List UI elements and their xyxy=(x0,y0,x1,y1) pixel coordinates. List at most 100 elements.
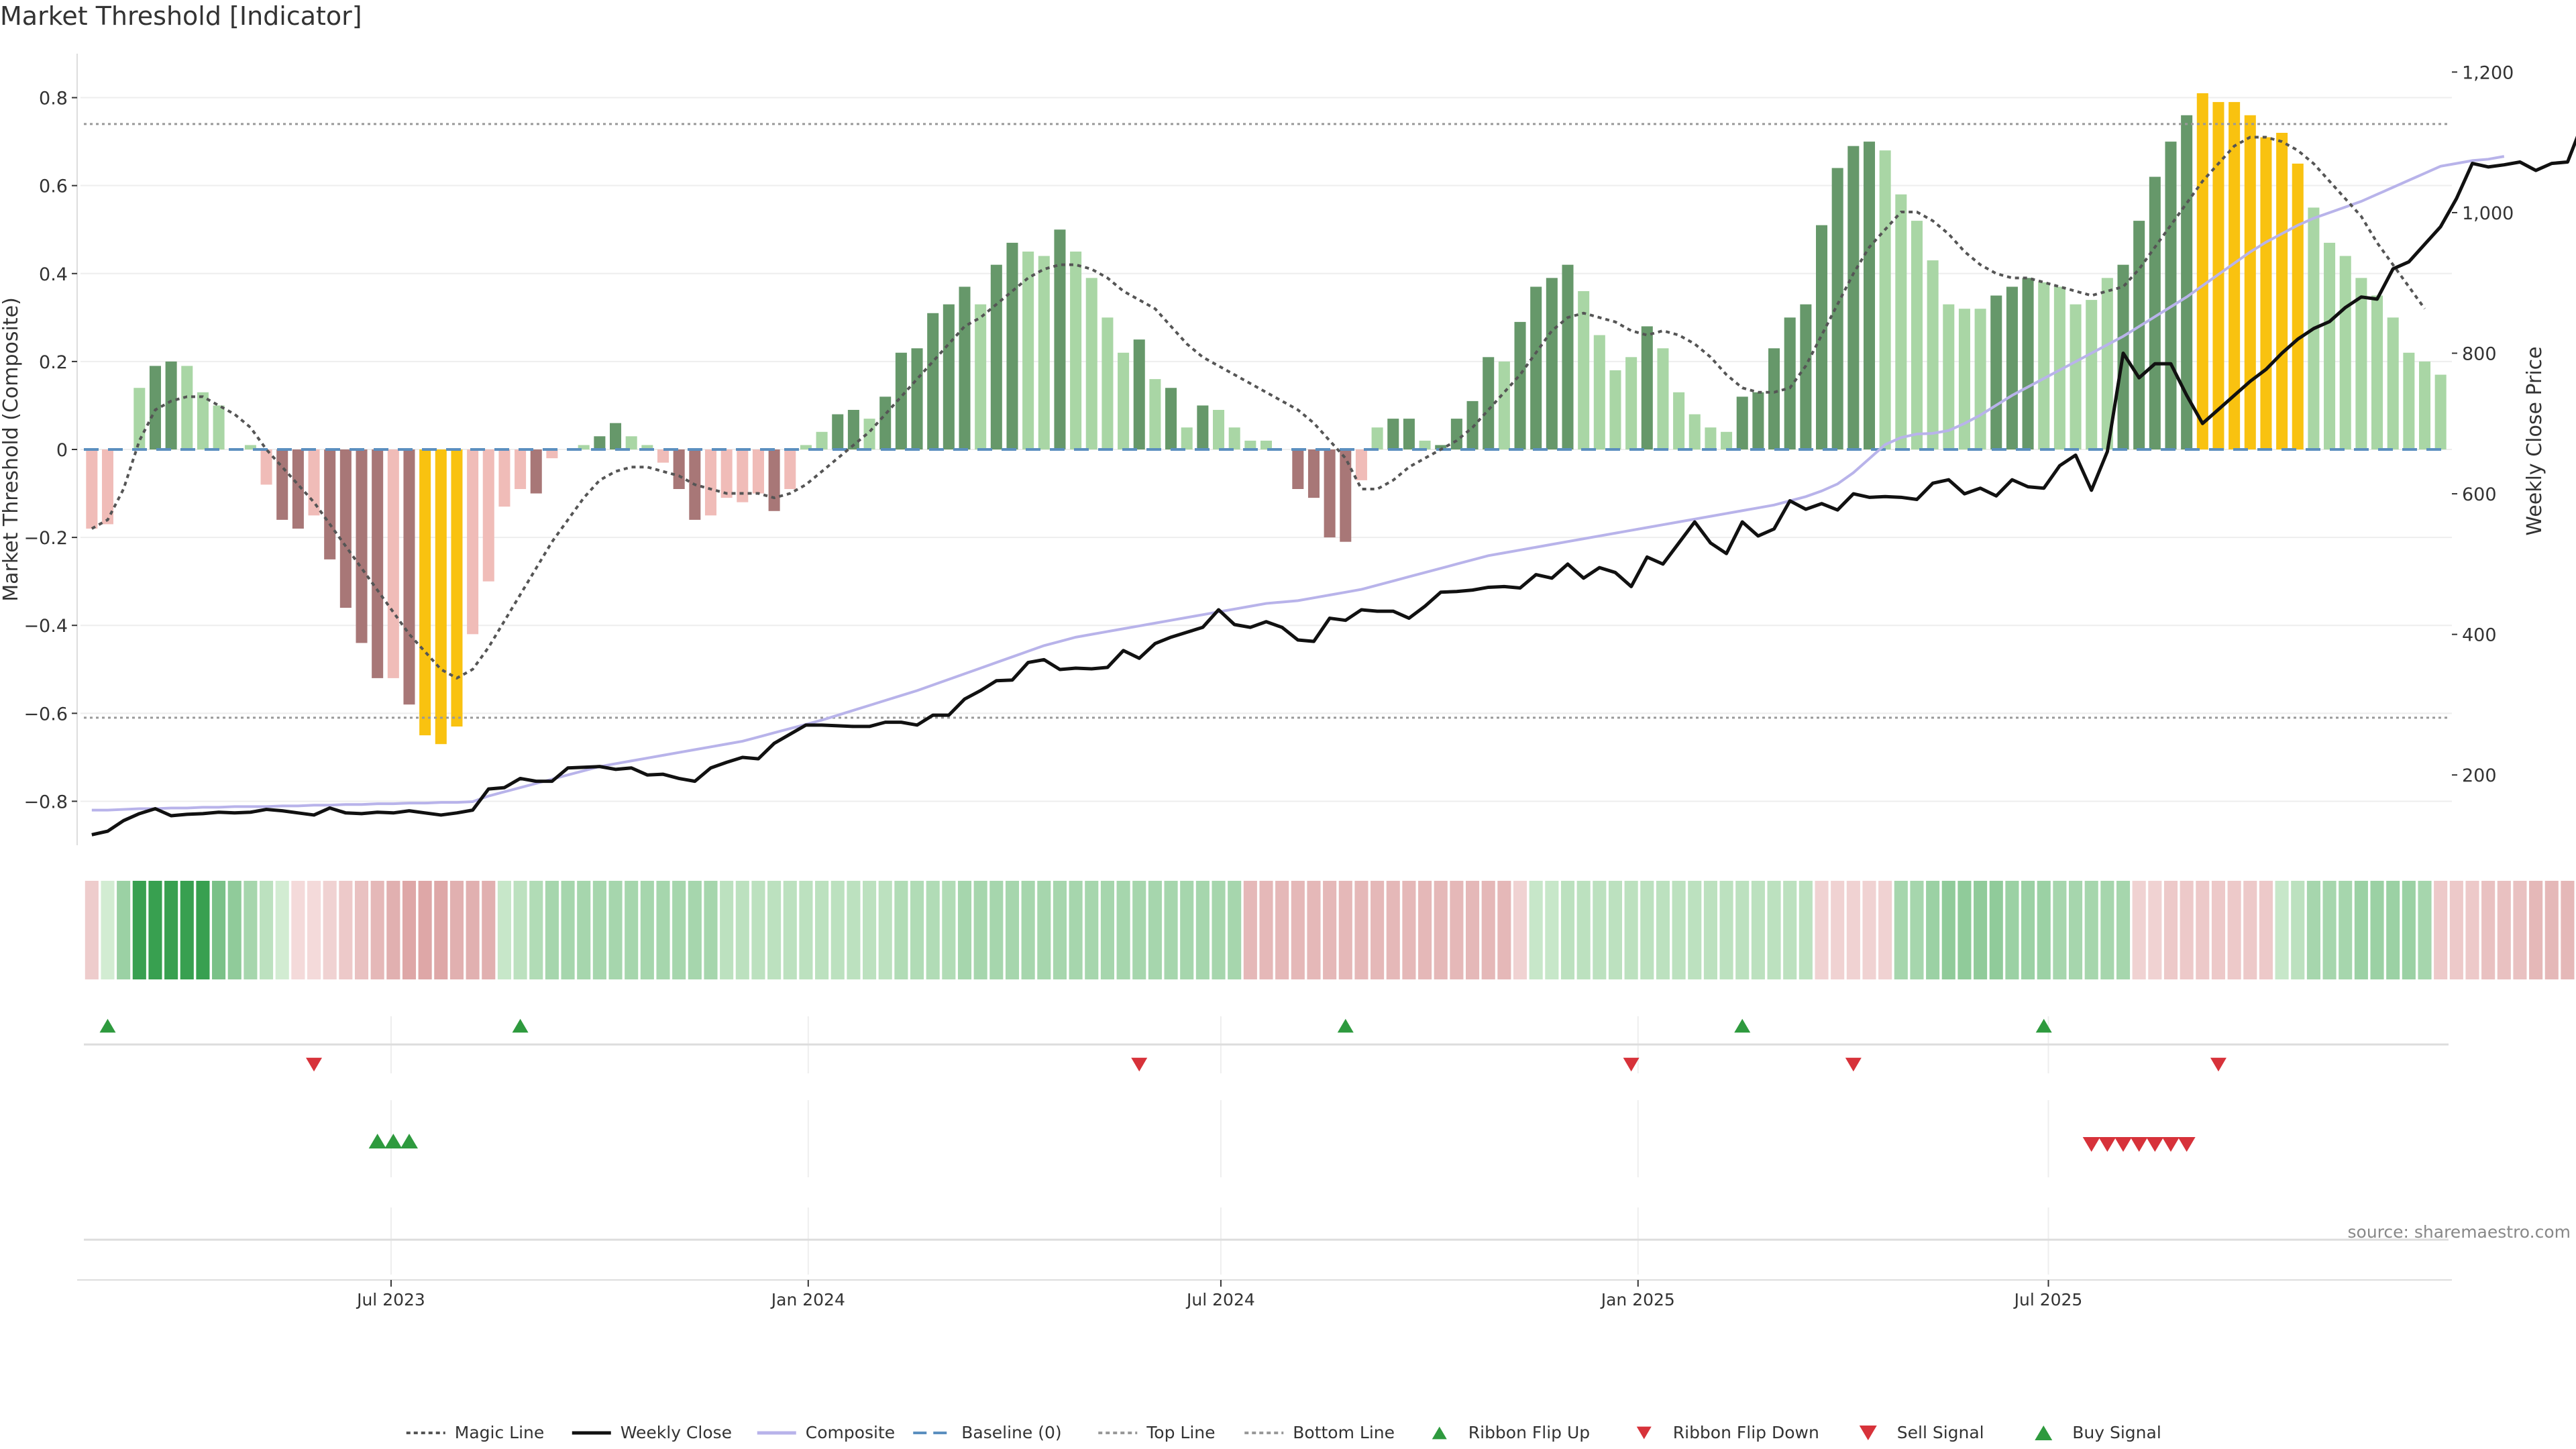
composite-line xyxy=(91,155,2505,812)
ribbon-cell xyxy=(2005,881,2019,979)
composite-bar xyxy=(1530,286,1542,449)
composite-bar xyxy=(1831,168,1843,449)
composite-bar xyxy=(1847,146,1860,449)
ribbon-cell xyxy=(339,881,353,979)
ribbon-cell xyxy=(1243,881,1257,979)
ribbon-cell xyxy=(1624,881,1638,979)
composite-bar xyxy=(610,423,622,449)
composite-bar xyxy=(1546,278,1558,449)
composite-bar xyxy=(451,449,463,727)
composite-bar xyxy=(1736,396,1748,449)
ribbon-cell xyxy=(513,881,527,979)
composite-bar xyxy=(2165,142,2177,449)
ribbon-cell xyxy=(1656,881,1670,979)
ribbon-cell xyxy=(720,881,734,979)
left-tick-label: 0.8 xyxy=(39,89,68,109)
ribbon-cell xyxy=(1450,881,1464,979)
legend-item: Composite xyxy=(757,1423,895,1442)
ribbon-cell xyxy=(735,881,749,979)
ribbon-cell xyxy=(1640,881,1654,979)
ribbon-cell xyxy=(751,881,765,979)
ribbon-cell xyxy=(1799,881,1813,979)
ribbon-cell xyxy=(2196,881,2210,979)
ribbon-cell xyxy=(244,881,258,979)
composite-bar xyxy=(515,449,527,489)
legend-label: Sell Signal xyxy=(1897,1423,1984,1442)
composite-bar xyxy=(1307,449,1320,498)
magic-line xyxy=(91,136,2426,680)
composite-bar xyxy=(657,449,669,463)
ribbon-cell xyxy=(1085,881,1099,979)
ribbon-cell xyxy=(863,881,877,979)
composite-bar xyxy=(1022,252,1034,449)
sell-signal-marker xyxy=(2146,1136,2164,1152)
ribbon-cell xyxy=(1323,881,1337,979)
ribbon-cell xyxy=(942,881,956,979)
composite-bar xyxy=(578,445,590,449)
x-tick-label: Jul 2025 xyxy=(2013,1290,2083,1309)
buy-signal-marker xyxy=(368,1133,386,1149)
ribbon-cell xyxy=(1878,881,1892,979)
ribbon-cell xyxy=(1688,881,1702,979)
ribbon-cell xyxy=(2053,881,2067,979)
composite-bar xyxy=(847,410,859,449)
ribbon-cell xyxy=(1593,881,1607,979)
left-axis-label: Market Threshold (Composite) xyxy=(0,297,23,602)
composite-bar xyxy=(625,436,637,449)
ribbon-cell xyxy=(2211,881,2226,979)
ribbon-cell xyxy=(529,881,543,979)
sell-signal-marker xyxy=(2098,1136,2116,1152)
ribbon-cell xyxy=(1497,881,1511,979)
ribbon-cell xyxy=(466,881,480,979)
composite-bar xyxy=(149,366,161,449)
composite-bar xyxy=(1927,260,1939,449)
ribbon-cell xyxy=(878,881,892,979)
composite-bar xyxy=(1974,309,1986,449)
composite-bar xyxy=(2387,317,2399,449)
composite-bar xyxy=(594,436,606,449)
legend-label: Bottom Line xyxy=(1293,1423,1395,1442)
left-tick-label: −0.8 xyxy=(23,792,68,812)
ribbon-cell xyxy=(1132,881,1146,979)
ribbon-cell xyxy=(656,881,670,979)
ribbon-flip-up-marker xyxy=(1734,1018,1751,1033)
ribbon-cell xyxy=(386,881,400,979)
ribbon-cell xyxy=(291,881,305,979)
ribbon-cell xyxy=(2148,881,2162,979)
ribbon-cell xyxy=(1275,881,1289,979)
composite-bar xyxy=(339,449,352,608)
ribbon-cell xyxy=(1513,881,1527,979)
composite-bar xyxy=(1435,445,1447,449)
legend-item: Magic Line xyxy=(406,1423,544,1442)
composite-bar xyxy=(165,361,177,449)
ribbon-cell xyxy=(1974,881,1988,979)
composite-bar xyxy=(927,313,939,449)
composite-bar xyxy=(2133,221,2145,449)
ribbon-cell xyxy=(640,881,654,979)
composite-bar xyxy=(2276,133,2288,449)
ribbon-cell xyxy=(2068,881,2083,979)
ribbon-cell xyxy=(1941,881,1955,979)
ribbon-cell xyxy=(2529,881,2543,979)
chart-title: Market Threshold [Indicator] xyxy=(0,1,362,31)
composite-bar xyxy=(2260,137,2272,450)
composite-bar xyxy=(1118,352,1130,449)
ribbon-cell xyxy=(973,881,987,979)
composite-bar xyxy=(356,449,368,643)
composite-bar xyxy=(1165,388,1177,449)
ribbon-cell xyxy=(910,881,924,979)
composite-bar xyxy=(403,449,415,705)
ribbon-cell xyxy=(957,881,972,979)
composite-bar xyxy=(387,449,399,678)
legend-label: Composite xyxy=(806,1423,895,1442)
composite-bar xyxy=(1514,321,1526,449)
composite-bar xyxy=(1466,400,1479,449)
composite-bar xyxy=(2070,304,2082,449)
legend-item: Ribbon Flip Down xyxy=(1636,1423,1819,1442)
ribbon-cell xyxy=(1100,881,1114,979)
ribbon-flip-down-marker xyxy=(2210,1057,2226,1072)
ribbon-cell xyxy=(1195,881,1210,979)
composite-bar xyxy=(1324,449,1336,538)
ribbon-cell xyxy=(85,881,99,979)
